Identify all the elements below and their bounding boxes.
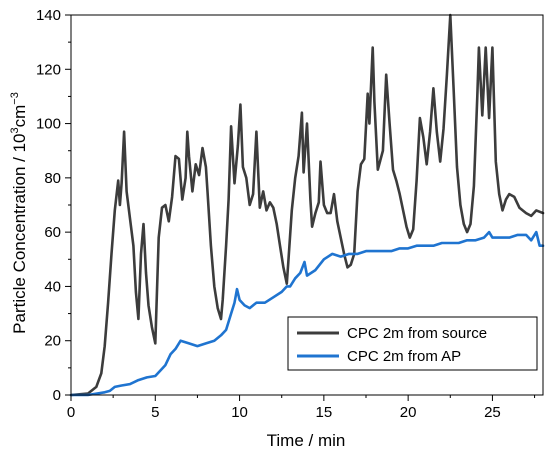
y-axis-label: Particle Concentration / 103cm−3	[9, 92, 29, 334]
series-layer	[69, 13, 545, 397]
legend-box	[287, 316, 538, 371]
x-tick-label: 5	[151, 404, 159, 421]
y-tick-label: 120	[36, 61, 61, 78]
x-tick-label: 25	[484, 404, 501, 421]
y-tick-label: 20	[44, 333, 61, 350]
y-tick-label: 100	[36, 116, 61, 133]
y-tick-label: 0	[53, 387, 61, 404]
x-tick-label: 20	[400, 404, 417, 421]
y-tick-label: 80	[44, 170, 61, 187]
y-tick-label: 140	[36, 7, 61, 24]
axes-layer: 0 5 10 15 20 25 0 20 40 60 80 100 120 140	[36, 7, 544, 421]
x-tick-label: 0	[67, 404, 75, 421]
legend: CPC 2m from source CPC 2m from AP	[287, 316, 538, 371]
plot-area: 0 5 10 15 20 25 0 20 40 60 80 100 120 140	[36, 7, 545, 421]
series-line-ap	[69, 230, 545, 397]
x-tick-label: 10	[231, 404, 248, 421]
legend-label-ap: CPC 2m from AP	[347, 348, 461, 365]
x-axis-label: Time / min	[267, 431, 346, 450]
y-tick-label: 60	[44, 224, 61, 241]
legend-label-source: CPC 2m from source	[347, 325, 487, 342]
x-tick-label: 15	[316, 404, 333, 421]
y-tick-label: 40	[44, 278, 61, 295]
series-line-source	[69, 13, 545, 397]
